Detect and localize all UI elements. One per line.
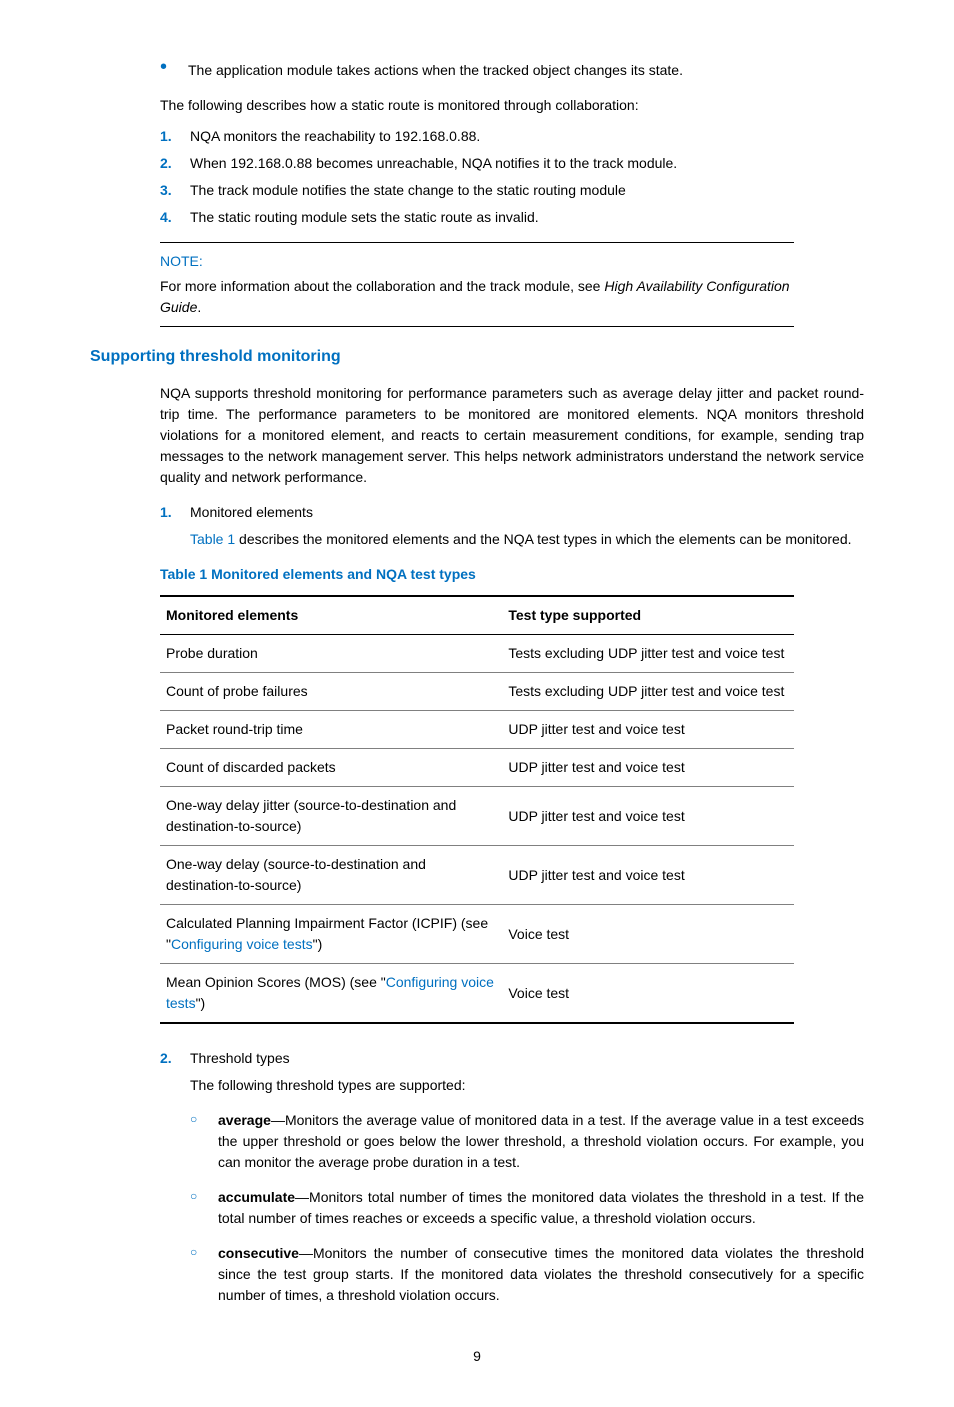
- table-cell: Probe duration: [160, 635, 502, 673]
- table-cell: Packet round-trip time: [160, 711, 502, 749]
- numbered-item-2: 2. Threshold types: [90, 1048, 864, 1069]
- step-text: The static routing module sets the stati…: [190, 207, 539, 228]
- threshold-type-desc: —Monitors the average value of monitored…: [218, 1112, 864, 1170]
- item-title: Monitored elements: [190, 502, 313, 523]
- sub-bullet-text: consecutive—Monitors the number of conse…: [218, 1243, 864, 1306]
- table-row: Calculated Planning Impairment Factor (I…: [160, 905, 794, 964]
- step-item-2: 2. When 192.168.0.88 becomes unreachable…: [90, 153, 864, 174]
- table-cell: UDP jitter test and voice test: [502, 846, 794, 905]
- cell-text: Mean Opinion Scores (MOS) (see ": [166, 974, 386, 990]
- table-cell: Tests excluding UDP jitter test and voic…: [502, 673, 794, 711]
- sub-bullet-item: ○accumulate—Monitors total number of tim…: [90, 1187, 864, 1229]
- table-cell: UDP jitter test and voice test: [502, 749, 794, 787]
- item1-sub: Table 1 describes the monitored elements…: [90, 529, 864, 550]
- step-item-1: 1. NQA monitors the reachability to 192.…: [90, 126, 864, 147]
- sub-bullet-item: ○consecutive—Monitors the number of cons…: [90, 1243, 864, 1306]
- sub-bullet-text: accumulate—Monitors total number of time…: [218, 1187, 864, 1229]
- bullet-item: • The application module takes actions w…: [90, 60, 864, 81]
- step-text: When 192.168.0.88 becomes unreachable, N…: [190, 153, 677, 174]
- note-block: NOTE: For more information about the col…: [160, 242, 794, 327]
- intro-paragraph: The following describes how a static rou…: [90, 95, 864, 116]
- table-cell: Calculated Planning Impairment Factor (I…: [160, 905, 502, 964]
- table-row: One-way delay jitter (source-to-destinat…: [160, 787, 794, 846]
- table-cell: One-way delay (source-to-destination and…: [160, 846, 502, 905]
- sub-bullet-text: average—Monitors the average value of mo…: [218, 1110, 864, 1173]
- table-cell: Tests excluding UDP jitter test and voic…: [502, 635, 794, 673]
- step-marker: 2.: [160, 153, 190, 174]
- cell-text: "): [196, 995, 206, 1011]
- item2-sub: The following threshold types are suppor…: [90, 1075, 864, 1096]
- page-number: 9: [90, 1346, 864, 1367]
- table-row: One-way delay (source-to-destination and…: [160, 846, 794, 905]
- note-text: For more information about the collabora…: [160, 276, 794, 318]
- step-text: The track module notifies the state chan…: [190, 180, 626, 201]
- table-header: Monitored elements: [160, 596, 502, 635]
- body-paragraph: NQA supports threshold monitoring for pe…: [90, 383, 864, 488]
- threshold-type-desc: —Monitors total number of times the moni…: [218, 1189, 864, 1226]
- table-header-row: Monitored elements Test type supported: [160, 596, 794, 635]
- threshold-type-name: accumulate: [218, 1189, 295, 1205]
- item-marker: 2.: [160, 1048, 190, 1069]
- table-cell: Count of probe failures: [160, 673, 502, 711]
- table-cell: Voice test: [502, 964, 794, 1024]
- circle-marker: ○: [190, 1243, 218, 1306]
- item-title: Threshold types: [190, 1048, 290, 1069]
- step-item-3: 3. The track module notifies the state c…: [90, 180, 864, 201]
- table-cell: One-way delay jitter (source-to-destinat…: [160, 787, 502, 846]
- note-prefix: For more information about the collabora…: [160, 278, 604, 294]
- voice-tests-link[interactable]: Configuring voice tests: [171, 936, 313, 952]
- numbered-item-1: 1. Monitored elements: [90, 502, 864, 523]
- table-row: Mean Opinion Scores (MOS) (see "Configur…: [160, 964, 794, 1024]
- table-cell: Voice test: [502, 905, 794, 964]
- threshold-type-name: consecutive: [218, 1245, 299, 1261]
- table-cell: UDP jitter test and voice test: [502, 787, 794, 846]
- step-text: NQA monitors the reachability to 192.168…: [190, 126, 480, 147]
- threshold-type-desc: —Monitors the number of consecutive time…: [218, 1245, 864, 1303]
- table-row: Probe durationTests excluding UDP jitter…: [160, 635, 794, 673]
- table-header: Test type supported: [502, 596, 794, 635]
- step-marker: 3.: [160, 180, 190, 201]
- item-marker: 1.: [160, 502, 190, 523]
- threshold-type-name: average: [218, 1112, 271, 1128]
- step-item-4: 4. The static routing module sets the st…: [90, 207, 864, 228]
- note-label: NOTE:: [160, 251, 794, 272]
- cell-text: "): [313, 936, 323, 952]
- step-marker: 4.: [160, 207, 190, 228]
- table-title: Table 1 Monitored elements and NQA test …: [90, 564, 864, 585]
- circle-marker: ○: [190, 1110, 218, 1173]
- circle-marker: ○: [190, 1187, 218, 1229]
- table-cell: UDP jitter test and voice test: [502, 711, 794, 749]
- section-heading: Supporting threshold monitoring: [90, 345, 864, 369]
- bullet-marker: •: [160, 60, 170, 81]
- table-row: Packet round-trip timeUDP jitter test an…: [160, 711, 794, 749]
- table-link[interactable]: Table 1: [190, 531, 235, 547]
- note-suffix: .: [197, 299, 201, 315]
- table-cell: Count of discarded packets: [160, 749, 502, 787]
- sub-bullet-item: ○average—Monitors the average value of m…: [90, 1110, 864, 1173]
- bullet-text: The application module takes actions whe…: [188, 60, 683, 81]
- monitored-elements-table: Monitored elements Test type supported P…: [160, 595, 794, 1024]
- table-cell: Mean Opinion Scores (MOS) (see "Configur…: [160, 964, 502, 1024]
- table-row: Count of discarded packetsUDP jitter tes…: [160, 749, 794, 787]
- table-row: Count of probe failuresTests excluding U…: [160, 673, 794, 711]
- item1-sub-suffix: describes the monitored elements and the…: [235, 531, 851, 547]
- step-marker: 1.: [160, 126, 190, 147]
